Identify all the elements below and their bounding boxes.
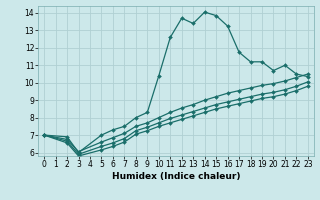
X-axis label: Humidex (Indice chaleur): Humidex (Indice chaleur) (112, 172, 240, 181)
